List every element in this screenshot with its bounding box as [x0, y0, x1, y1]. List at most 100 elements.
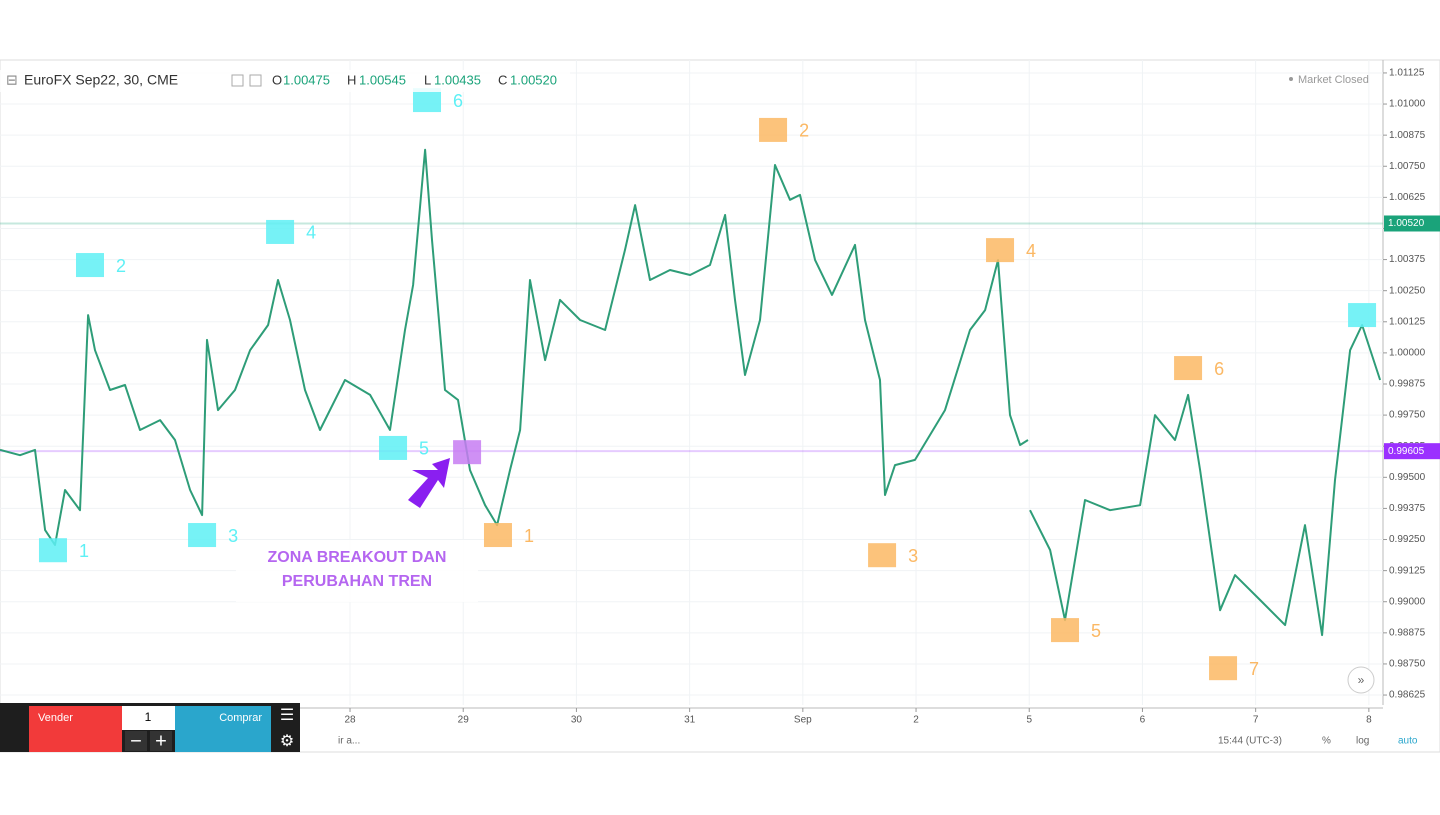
marker-box — [483, 523, 512, 548]
marker-box — [38, 538, 67, 563]
marker-box — [759, 117, 788, 142]
chart-frame — [0, 59, 1440, 753]
marker-box — [379, 435, 408, 460]
settings-icon[interactable]: ⚙ — [280, 733, 294, 750]
h-label: H — [347, 72, 356, 87]
plot — [0, 88, 1382, 681]
y-tick-label: 1.00000 — [1389, 348, 1426, 359]
sell-button[interactable] — [29, 706, 122, 752]
y-tick-label: 0.98625 — [1389, 690, 1426, 701]
goto[interactable]: ir a... — [338, 736, 360, 747]
marker-label: 5 — [1091, 621, 1101, 641]
icon[interactable] — [249, 74, 262, 87]
legend-bg — [0, 70, 570, 92]
marker-box — [188, 523, 217, 548]
marker-label: 2 — [116, 256, 126, 276]
y-tick-label: 0.98875 — [1389, 627, 1426, 638]
y-tick-label: 1.00875 — [1389, 130, 1426, 141]
buy-label[interactable]: Comprar — [219, 712, 262, 724]
y-tick-label: 1.00625 — [1389, 192, 1426, 203]
marker-box — [1174, 356, 1203, 381]
marker-label: 1 — [524, 526, 534, 546]
marker-box — [266, 219, 295, 244]
marker-box — [1348, 303, 1377, 328]
scroll-button[interactable] — [1347, 666, 1375, 694]
marker-label: 6 — [1214, 359, 1224, 379]
x-tick-label: 5 — [1026, 715, 1032, 726]
minus-button[interactable] — [125, 731, 147, 751]
arrow — [408, 458, 450, 508]
y-tick-label: 1.00375 — [1389, 254, 1426, 265]
x-tick-label: 6 — [1140, 715, 1146, 726]
marker-label: 6 — [453, 91, 463, 111]
y-tick-label: 0.99250 — [1389, 534, 1426, 545]
marker-box — [986, 238, 1015, 263]
marker-label: 2 — [799, 121, 809, 141]
status-dot — [1289, 77, 1293, 81]
price-badge — [1384, 443, 1440, 460]
price-line-series — [0, 148, 1382, 637]
plus-button[interactable] — [150, 731, 172, 751]
y-tick-label: 1.00750 — [1389, 161, 1426, 172]
y-tick-label: 1.00125 — [1389, 316, 1426, 327]
log-toggle[interactable]: log — [1356, 736, 1369, 747]
marker-box — [1051, 618, 1080, 643]
price-badge-label: 1.00520 — [1388, 218, 1425, 229]
y-tick-label: 0.99375 — [1389, 503, 1426, 514]
collapse-icon[interactable]: ⊟ — [6, 72, 18, 88]
icon[interactable] — [231, 74, 244, 87]
marker-label: 4 — [306, 223, 316, 243]
qty[interactable]: 1 — [145, 710, 152, 724]
annotation: PERUBAHAN TREN — [282, 573, 432, 590]
marker-label: 3 — [908, 546, 918, 566]
o-value: 1.00475 — [283, 72, 330, 87]
marker-label: 7 — [1249, 659, 1259, 679]
plus-icon[interactable]: + — [155, 730, 167, 752]
h-value: 1.00545 — [359, 72, 406, 87]
x-tick-label: 28 — [344, 715, 356, 726]
y-tick-label: 0.99000 — [1389, 596, 1426, 607]
price-badge-label: 0.99605 — [1388, 446, 1425, 457]
y-tick-label: 1.01125 — [1389, 68, 1425, 79]
time: 15:44 (UTC-3) — [1218, 736, 1282, 747]
x-tick-label: Sep — [794, 715, 812, 726]
y-tick-label: 0.99875 — [1389, 379, 1426, 390]
l-label: L — [424, 72, 431, 87]
y-tick-label: 0.99750 — [1389, 410, 1426, 421]
price-badge — [1384, 215, 1440, 232]
annotation: ZONA BREAKOUT DAN — [268, 549, 447, 566]
marker-box — [413, 88, 442, 113]
qty-box[interactable] — [122, 706, 175, 730]
marker-label: 4 — [1026, 241, 1036, 261]
marker-box — [75, 253, 104, 278]
minus-icon[interactable]: − — [130, 730, 142, 752]
y-tick-label: 0.99125 — [1389, 565, 1426, 576]
sell-label[interactable]: Vender — [38, 712, 73, 724]
c-value: 1.00520 — [510, 72, 557, 87]
symbol: EuroFX Sep22, 30, CME — [24, 72, 178, 88]
market-status: Market Closed — [1298, 74, 1369, 86]
percent-toggle[interactable]: % — [1322, 736, 1331, 747]
y-tick-label: 1.00250 — [1389, 285, 1426, 296]
l-value: 1.00435 — [434, 72, 481, 87]
x-tick-label: 2 — [913, 715, 919, 726]
annotation-bg — [236, 540, 478, 602]
x-tick-label: 8 — [1366, 715, 1372, 726]
y-tick-label: 1.01000 — [1389, 99, 1426, 110]
marker-box — [453, 440, 482, 465]
marker-box — [868, 543, 897, 568]
scroll-icon[interactable]: » — [1358, 673, 1365, 687]
marker-label: 1 — [79, 541, 89, 561]
x-tick-label: 31 — [684, 715, 696, 726]
marker-label: 5 — [419, 439, 429, 459]
o-label: O — [272, 72, 282, 87]
grid — [0, 60, 1387, 712]
marker-label: 3 — [228, 526, 238, 546]
buy-button[interactable] — [175, 706, 271, 752]
y-tick-label: 0.99500 — [1389, 472, 1426, 483]
x-tick-label: 30 — [571, 715, 583, 726]
marker-box — [1209, 656, 1238, 681]
menu-icon[interactable]: ☰ — [280, 707, 294, 724]
auto-toggle[interactable]: auto — [1398, 736, 1418, 747]
